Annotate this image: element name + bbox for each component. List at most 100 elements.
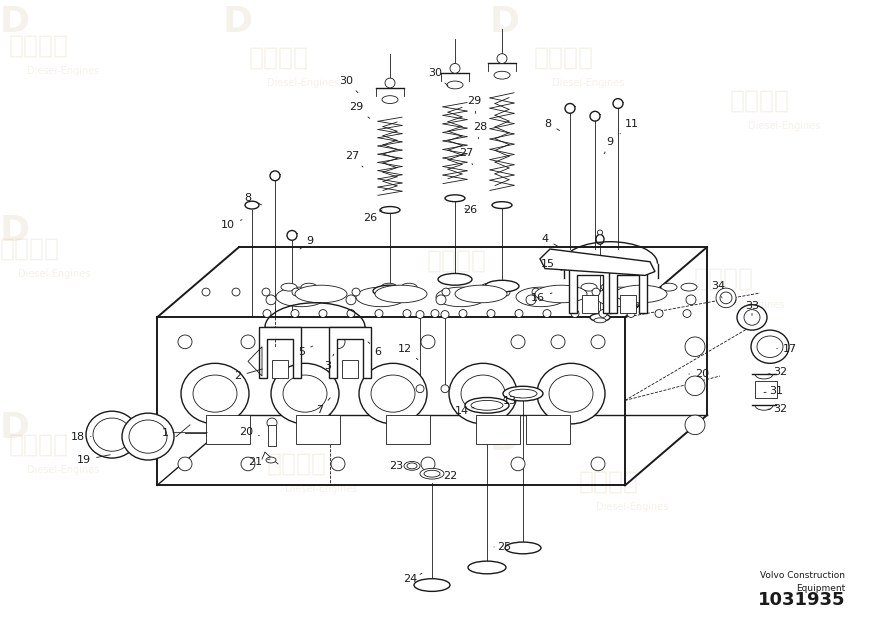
Text: 28: 28 xyxy=(473,122,487,139)
Ellipse shape xyxy=(535,285,587,303)
Text: 29: 29 xyxy=(349,103,370,118)
Circle shape xyxy=(441,385,449,392)
Text: 17: 17 xyxy=(777,343,797,353)
Text: D: D xyxy=(0,411,30,445)
Ellipse shape xyxy=(356,287,406,307)
Ellipse shape xyxy=(590,313,610,321)
Circle shape xyxy=(385,78,395,88)
Text: 紫发动力: 紫发动力 xyxy=(534,46,594,70)
FancyBboxPatch shape xyxy=(268,425,276,447)
Text: Diesel-Engines: Diesel-Engines xyxy=(267,79,339,88)
Text: Diesel-Engines: Diesel-Engines xyxy=(27,465,99,476)
Text: 20: 20 xyxy=(689,369,709,379)
FancyBboxPatch shape xyxy=(476,415,520,445)
Text: 33: 33 xyxy=(745,301,759,316)
Circle shape xyxy=(436,295,446,304)
Circle shape xyxy=(331,335,345,348)
Circle shape xyxy=(497,53,507,64)
Text: 3: 3 xyxy=(325,354,334,371)
Circle shape xyxy=(606,295,616,304)
Ellipse shape xyxy=(447,81,463,89)
Circle shape xyxy=(416,311,424,318)
Ellipse shape xyxy=(757,336,783,357)
Circle shape xyxy=(263,309,271,318)
Ellipse shape xyxy=(503,386,543,401)
Circle shape xyxy=(571,309,579,318)
FancyBboxPatch shape xyxy=(272,360,288,378)
Ellipse shape xyxy=(465,398,509,413)
Ellipse shape xyxy=(436,287,486,307)
Text: 紫发动力: 紫发动力 xyxy=(427,248,487,272)
Ellipse shape xyxy=(601,283,617,291)
Text: 5: 5 xyxy=(298,346,312,357)
Text: Diesel-Engines: Diesel-Engines xyxy=(18,269,90,279)
Circle shape xyxy=(266,295,276,304)
Ellipse shape xyxy=(549,375,593,412)
Ellipse shape xyxy=(271,364,339,424)
Ellipse shape xyxy=(382,96,398,104)
Ellipse shape xyxy=(93,418,131,451)
Ellipse shape xyxy=(381,283,397,291)
Text: Diesel-Engines: Diesel-Engines xyxy=(285,484,357,494)
Circle shape xyxy=(431,309,439,318)
Ellipse shape xyxy=(301,283,317,291)
Circle shape xyxy=(375,309,383,318)
Text: 30: 30 xyxy=(428,68,448,86)
Text: 14: 14 xyxy=(455,406,474,416)
Text: 23: 23 xyxy=(389,461,406,471)
Text: D: D xyxy=(0,214,30,248)
Ellipse shape xyxy=(401,283,417,291)
Circle shape xyxy=(526,295,536,304)
Circle shape xyxy=(442,288,450,296)
Polygon shape xyxy=(329,327,371,378)
Ellipse shape xyxy=(461,375,505,412)
Ellipse shape xyxy=(359,364,427,424)
Text: 紫发动力: 紫发动力 xyxy=(694,267,754,291)
Text: 32: 32 xyxy=(768,404,787,415)
Ellipse shape xyxy=(537,364,605,424)
FancyBboxPatch shape xyxy=(296,415,340,445)
Ellipse shape xyxy=(420,469,444,479)
Ellipse shape xyxy=(485,281,519,292)
Polygon shape xyxy=(540,249,655,276)
Text: Diesel-Engines: Diesel-Engines xyxy=(27,66,99,76)
Text: 1: 1 xyxy=(161,428,207,438)
Text: 紫发动力: 紫发动力 xyxy=(0,237,60,260)
Text: 21: 21 xyxy=(248,457,270,467)
Circle shape xyxy=(262,288,270,296)
Text: 24: 24 xyxy=(403,573,422,584)
Circle shape xyxy=(241,335,255,348)
Circle shape xyxy=(178,457,192,470)
Ellipse shape xyxy=(681,283,697,291)
Circle shape xyxy=(346,295,356,304)
FancyBboxPatch shape xyxy=(386,415,430,445)
Circle shape xyxy=(652,288,660,296)
Circle shape xyxy=(592,288,600,296)
Ellipse shape xyxy=(737,304,767,330)
Circle shape xyxy=(515,309,523,318)
Ellipse shape xyxy=(594,318,606,323)
Ellipse shape xyxy=(455,285,507,303)
Circle shape xyxy=(532,288,540,296)
Circle shape xyxy=(347,309,355,318)
Ellipse shape xyxy=(245,201,259,209)
Circle shape xyxy=(487,309,495,318)
Ellipse shape xyxy=(509,389,537,398)
Text: 27: 27 xyxy=(459,148,473,165)
FancyBboxPatch shape xyxy=(206,415,250,445)
Text: 7: 7 xyxy=(317,398,330,415)
Circle shape xyxy=(291,309,299,318)
Ellipse shape xyxy=(371,375,415,412)
Circle shape xyxy=(441,311,449,318)
Ellipse shape xyxy=(407,463,417,469)
Text: 16: 16 xyxy=(531,293,552,303)
FancyBboxPatch shape xyxy=(755,381,777,399)
Text: 9: 9 xyxy=(300,237,313,249)
Circle shape xyxy=(421,335,435,348)
Circle shape xyxy=(683,309,691,318)
Circle shape xyxy=(551,335,565,348)
Circle shape xyxy=(382,288,390,296)
Ellipse shape xyxy=(615,285,667,303)
Circle shape xyxy=(287,230,297,240)
Ellipse shape xyxy=(661,283,677,291)
